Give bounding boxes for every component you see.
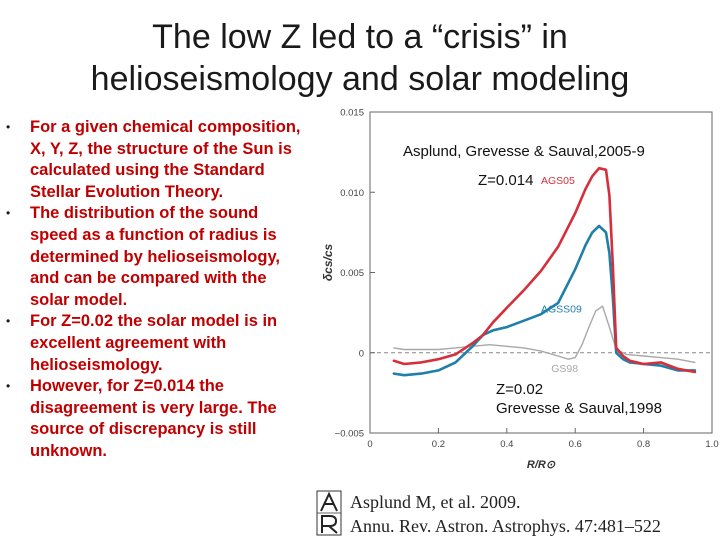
series-line-gs98: [393, 305, 696, 364]
x-tick-label: 1.0: [705, 439, 718, 450]
x-tick-label: 0.2: [432, 439, 445, 450]
bullet-item: • For a given chemical composition, X, Y,…: [6, 117, 306, 203]
title-line-2: helioseismology and solar modeling: [90, 60, 630, 98]
y-tick-label: 0.010: [340, 188, 364, 199]
y-tick-label: 0.015: [340, 108, 364, 119]
series-label-gs98: GS98: [551, 363, 578, 375]
annual-reviews-logo: [316, 490, 342, 536]
x-axis-label: R/R⊙: [527, 459, 556, 471]
title-line-1: The low Z led to a “crisis” in: [152, 18, 568, 56]
bullet-text: For a given chemical composition, X, Y, …: [30, 118, 301, 201]
bullet-dot: •: [6, 206, 11, 221]
bullet-dot: •: [6, 314, 11, 329]
y-axis-label: δcs/cs: [321, 244, 335, 282]
series-label-agss09: AGSS09: [541, 304, 582, 316]
bullet-dot: •: [6, 120, 11, 134]
bullet-text: However, for Z=0.014 the disagreement is…: [30, 377, 277, 460]
x-tick-label: 0: [367, 439, 372, 450]
bullet-dot: •: [6, 379, 11, 394]
y-tick-label: 0.005: [340, 268, 364, 279]
gs-reference-label: Grevesse & Sauval,1998: [496, 400, 662, 417]
y-tick-label: 0: [359, 348, 364, 359]
citation-line-1: Asplund M, et al. 2009.: [350, 492, 521, 512]
series-line-agss09: [392, 224, 697, 377]
x-tick-label: 0.8: [637, 439, 650, 450]
y-tick-label: −0.005: [335, 429, 364, 440]
z-low-label: Z=0.014: [478, 172, 534, 189]
bullet-item: • The distribution of the sound speed as …: [6, 203, 306, 311]
citation-block: Asplund M, et al. 2009. Annu. Rev. Astro…: [310, 487, 720, 540]
x-tick-label: 0.6: [569, 439, 582, 450]
z-high-label: Z=0.02: [496, 381, 544, 398]
bullet-text: The distribution of the sound speed as a…: [30, 204, 281, 309]
series-line-ags05: [392, 166, 697, 374]
citation-line-2: Annu. Rev. Astron. Astrophys. 47:481–522: [350, 516, 661, 536]
slide-title: The low Z led to a “crisis” in helioseis…: [0, 16, 720, 100]
bullet-item: • However, for Z=0.014 the disagreement i…: [6, 376, 306, 462]
bullet-list: • For a given chemical composition, X, Y,…: [6, 117, 306, 463]
bullet-text: For Z=0.02 the solar model is in excelle…: [30, 312, 278, 374]
series-label-ags05: AGS05: [541, 175, 575, 187]
bullet-item: • For Z=0.02 the solar model is in excell…: [6, 311, 306, 376]
x-tick-label: 0.4: [500, 439, 513, 450]
ags-reference-label: Asplund, Grevesse & Sauval,2005-9: [403, 143, 645, 160]
